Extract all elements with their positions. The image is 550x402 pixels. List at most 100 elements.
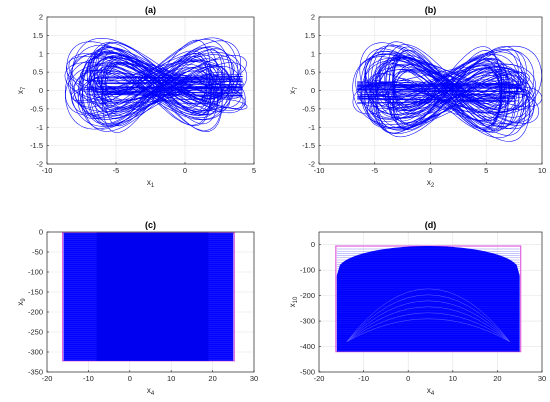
trajectory-band: [84, 90, 243, 93]
y-tick-label: -1: [36, 123, 43, 132]
x-tick-label: 10: [538, 166, 546, 175]
trajectory-band: [357, 95, 515, 99]
x-tick-label: -20: [314, 374, 325, 383]
x-tick-label: -10: [83, 374, 94, 383]
attractor-trace: [352, 41, 542, 142]
attractor-trace: [335, 245, 522, 353]
chart-panel-0: -10 -5 0 5 -2 -1.5 -1 -0.5 0 0.5 1 1.5 2 (a) x1 x7: [16, 5, 256, 189]
trajectory-loop: [386, 52, 509, 133]
trajectory-loop: [82, 51, 230, 126]
y-tick-label: -350: [28, 368, 43, 377]
y-tick-label: -1: [308, 123, 315, 132]
y-axis-label: x7: [16, 86, 27, 94]
trajectory-band: [101, 78, 243, 82]
x-tick-label: 30: [250, 374, 258, 383]
x-tick-label: 0: [128, 374, 132, 383]
trajectory-band: [86, 93, 243, 98]
x-axis-label: x1: [147, 178, 155, 189]
trajectory-loop: [355, 56, 540, 124]
attractor-trace: [61, 232, 235, 362]
trajectory-loop: [370, 64, 525, 119]
trajectory-loop: [363, 66, 531, 128]
trajectory-band: [96, 86, 243, 89]
y-tick-label: 0: [39, 228, 43, 237]
y-tick-label: 2: [39, 13, 43, 22]
trajectory-band: [357, 87, 503, 89]
x-tick-label: 0: [406, 374, 410, 383]
y-tick-label: -200: [28, 308, 43, 317]
y-tick-label: -1.5: [302, 141, 315, 150]
trajectory-loop: [94, 47, 218, 124]
chart-title: (b): [425, 5, 437, 15]
y-axis-label: x10: [288, 296, 299, 307]
chart-title: (d): [425, 220, 437, 230]
y-tick-label: -1.5: [30, 141, 43, 150]
trajectory-band: [102, 77, 243, 81]
trajectory-loop: [92, 50, 220, 112]
trajectory-loop: [364, 50, 530, 142]
y-tick-label: -500: [300, 368, 315, 377]
chart-panel-3: -20 -10 0 10 20 30-500-400-300-200-1000(d)x4x…: [288, 220, 546, 397]
y-tick-label: -2: [308, 160, 315, 169]
trajectory-loop: [370, 56, 524, 134]
y-tick-label: 0.5: [33, 68, 43, 77]
x-axis-label: x4: [427, 386, 435, 397]
trajectory-band: [93, 73, 243, 78]
y-tick-label: -200: [300, 291, 315, 300]
y-tick-label: 0.5: [305, 68, 315, 77]
trajectory-loop: [392, 46, 503, 121]
trajectory-band: [102, 83, 243, 85]
y-tick-label: -250: [28, 328, 43, 337]
y-tick-label: 1.5: [305, 31, 315, 40]
dome-arc: [346, 294, 510, 342]
trajectory-loop: [385, 53, 510, 132]
trajectory-band: [357, 81, 522, 86]
y-tick-label: 2: [311, 13, 315, 22]
trajectory-band: [357, 97, 511, 101]
chart-title: (c): [145, 220, 156, 230]
y-tick-label: -150: [28, 288, 43, 297]
trajectory-loop: [367, 49, 527, 122]
y-tick-label: 1: [39, 49, 43, 58]
y-tick-label: -0.5: [302, 104, 315, 113]
y-tick-label: -100: [28, 268, 43, 277]
y-tick-label: 0: [311, 86, 315, 95]
trajectory-band: [97, 93, 243, 96]
trajectory-band: [357, 83, 500, 87]
trajectory-loop: [360, 50, 534, 129]
dome-arc: [346, 312, 510, 342]
dome-arc: [346, 300, 510, 342]
y-tick-label: 1: [311, 49, 315, 58]
trajectory-loop: [375, 53, 520, 127]
y-tick-label: 0: [39, 86, 43, 95]
chart-title: (a): [145, 5, 156, 15]
trajectory-band: [106, 76, 243, 80]
y-tick-label: -100: [300, 266, 315, 275]
axes-frame: [46, 231, 255, 373]
y-tick-label: -300: [28, 348, 43, 357]
x-tick-label: 10: [167, 374, 175, 383]
dome-arc: [346, 318, 510, 342]
trajectory-band: [96, 81, 243, 84]
trajectory-loop: [359, 42, 535, 123]
x-tick-label: 20: [493, 374, 501, 383]
y-axis-label: x9: [16, 298, 27, 306]
x-tick-label: 20: [208, 374, 216, 383]
x-tick-label: -10: [314, 166, 325, 175]
y-tick-label: -0.5: [30, 104, 43, 113]
chart-panel-1: -10 -5 0 5 10 -2 -1.5 -1 -0.5 0 0.5 1 1.5 2 (b) x2 x7: [288, 5, 546, 189]
x-tick-label: -10: [358, 374, 369, 383]
trajectory-loop: [368, 45, 527, 136]
trajectory-loop: [387, 58, 507, 125]
x-tick-label: 5: [252, 166, 256, 175]
y-tick-label: -400: [300, 342, 315, 351]
attractor-trace: [64, 37, 248, 133]
trajectory-band: [96, 91, 243, 94]
x-tick-label: 10: [449, 374, 457, 383]
trajectory-band: [357, 91, 514, 96]
y-tick-label: 1.5: [33, 31, 43, 40]
trajectory-band: [104, 85, 243, 89]
y-tick-label: -300: [300, 317, 315, 326]
attractor-fill: [336, 246, 520, 352]
